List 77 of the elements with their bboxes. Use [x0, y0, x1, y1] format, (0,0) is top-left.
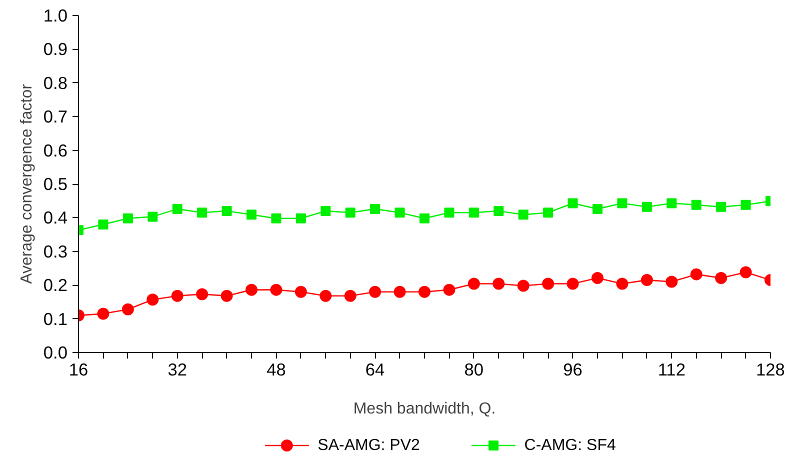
x-tick-label: 80 — [464, 360, 484, 380]
y-tick-label: 0.6 — [43, 140, 68, 160]
legend-label: SA-AMG: PV2 — [318, 437, 420, 454]
point — [666, 198, 677, 208]
point — [418, 286, 430, 298]
y-axis-title: Average convergence factor — [18, 83, 36, 284]
point — [320, 290, 332, 302]
point — [444, 208, 454, 218]
y-tick-label: 0.3 — [43, 241, 68, 262]
point — [271, 213, 282, 224]
point — [98, 219, 108, 230]
point — [394, 208, 405, 218]
y-tick-label: 0.5 — [43, 174, 68, 194]
point — [517, 280, 530, 292]
point — [345, 208, 356, 218]
point — [616, 278, 628, 290]
point — [394, 286, 406, 298]
point — [592, 272, 604, 284]
point — [122, 303, 134, 316]
point — [566, 278, 579, 290]
point — [197, 208, 208, 218]
x-tick-label: 112 — [658, 360, 686, 380]
point — [122, 213, 133, 224]
point — [344, 290, 356, 302]
point — [740, 266, 752, 278]
x-tick-label: 64 — [365, 360, 386, 380]
x-tick-label: 32 — [168, 360, 187, 380]
x-axis-title: Mesh bandwidth, Q. — [353, 400, 496, 418]
point — [270, 284, 282, 296]
point — [172, 204, 182, 214]
point — [369, 286, 382, 298]
point — [642, 202, 652, 212]
x-tick-label: 96 — [563, 360, 582, 380]
point — [220, 290, 233, 302]
point — [443, 284, 456, 296]
point — [171, 290, 184, 302]
point — [196, 288, 208, 300]
point — [518, 210, 528, 220]
point — [740, 200, 751, 210]
point — [716, 202, 726, 212]
point — [146, 294, 159, 306]
point — [296, 213, 306, 224]
point — [492, 278, 505, 290]
y-tick-label: 0.1 — [43, 308, 68, 329]
point — [592, 204, 602, 214]
point — [320, 206, 331, 216]
point — [543, 208, 554, 218]
point — [246, 284, 258, 296]
point — [420, 213, 430, 224]
y-tick-label: 0.0 — [43, 342, 68, 362]
point — [294, 286, 307, 298]
point — [97, 308, 110, 320]
point — [568, 198, 578, 208]
point — [617, 198, 628, 208]
x-tick-label: 128 — [756, 360, 785, 380]
point — [542, 278, 554, 290]
point — [691, 200, 702, 210]
point — [715, 272, 728, 284]
y-tick-label: 0.4 — [43, 208, 68, 228]
y-tick-label: 0.8 — [43, 72, 68, 93]
point — [640, 274, 653, 286]
y-tick-label: 0.2 — [43, 275, 68, 296]
point — [370, 204, 380, 214]
y-tick-label: 0.7 — [43, 106, 68, 127]
y-tick-label: 1.0 — [43, 6, 68, 26]
legend-label: C-AMG: SF4 — [524, 437, 616, 454]
point — [666, 276, 678, 288]
point — [690, 268, 702, 280]
point — [222, 206, 232, 216]
x-tick-label: 48 — [266, 360, 286, 380]
point — [468, 208, 479, 218]
point — [246, 210, 256, 220]
point — [494, 206, 504, 216]
point — [468, 278, 480, 290]
point — [148, 212, 158, 222]
y-tick-label: 0.9 — [43, 39, 68, 60]
x-tick-label: 16 — [68, 360, 88, 380]
